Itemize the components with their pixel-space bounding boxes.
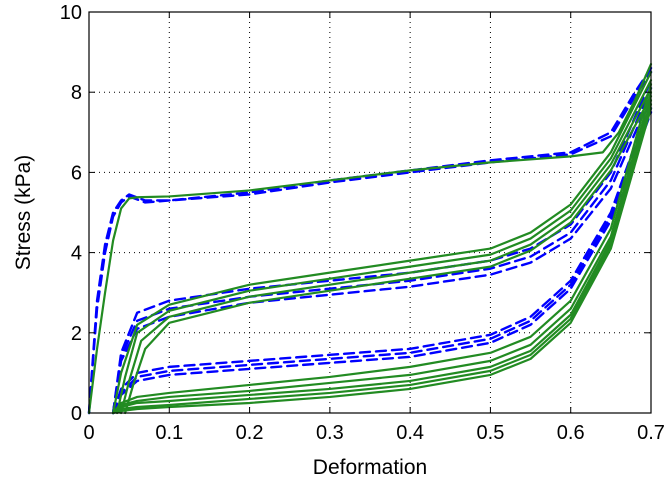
x-tick-label: 0.1 <box>155 422 183 444</box>
dashed-series-line <box>111 86 653 415</box>
dashed-series-line <box>87 70 653 415</box>
y-axis-label: Stress (kPa) <box>12 155 35 271</box>
solid-series-line <box>111 107 653 415</box>
axes-frame <box>88 11 652 414</box>
x-tick-label: 0.5 <box>477 422 505 444</box>
y-tick-label: 4 <box>71 243 82 265</box>
x-tick-label: 0.3 <box>316 422 344 444</box>
grid <box>89 12 651 413</box>
y-tick-label: 6 <box>71 162 82 184</box>
solid-series-line <box>87 63 653 415</box>
x-tick-label: 0.6 <box>557 422 585 444</box>
y-tick-label: 10 <box>60 2 82 24</box>
dashed-series-line <box>111 78 653 415</box>
x-tick-label: 0 <box>83 422 94 444</box>
y-tick-label: 8 <box>71 82 82 104</box>
x-tick-label: 0.4 <box>396 422 424 444</box>
x-tick-label: 0.7 <box>637 422 665 444</box>
y-tick-label: 2 <box>71 323 82 345</box>
y-tick-labels: 0 2 4 6 8 10 <box>60 2 82 425</box>
dashed-series-line <box>111 99 653 415</box>
solid-series-line <box>111 99 653 415</box>
y-tick-label: 0 <box>71 403 82 425</box>
solid-series-line <box>111 83 653 415</box>
solid-series-line <box>111 71 653 415</box>
series-group <box>87 63 653 415</box>
solid-series-line <box>111 91 653 415</box>
x-tick-label: 0.2 <box>236 422 264 444</box>
tick-marks <box>88 11 652 414</box>
solid-series-line <box>124 95 653 415</box>
solid-series-line <box>116 79 653 415</box>
x-axis-label: Deformation <box>313 456 427 479</box>
x-tick-labels: 0 0.1 0.2 0.3 0.4 0.5 0.6 0.7 <box>83 422 664 444</box>
solid-series-line <box>111 103 653 415</box>
solid-series-line <box>120 87 653 415</box>
